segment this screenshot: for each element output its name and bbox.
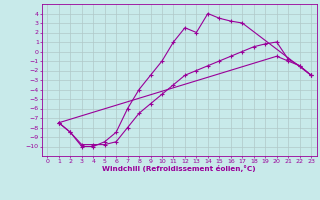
X-axis label: Windchill (Refroidissement éolien,°C): Windchill (Refroidissement éolien,°C): [102, 165, 256, 172]
